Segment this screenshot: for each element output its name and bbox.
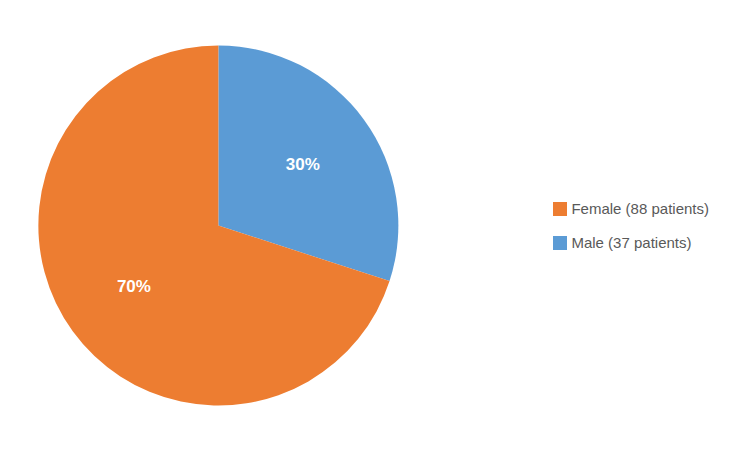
html-text:Male (37 patients): Male (37 patients) bbox=[571, 233, 692, 251]
svg-text:70%: 70% bbox=[117, 277, 151, 296]
html-text:Female (88 patients): Female (88 patients) bbox=[571, 199, 709, 217]
svg-text:30%: 30% bbox=[286, 155, 320, 174]
